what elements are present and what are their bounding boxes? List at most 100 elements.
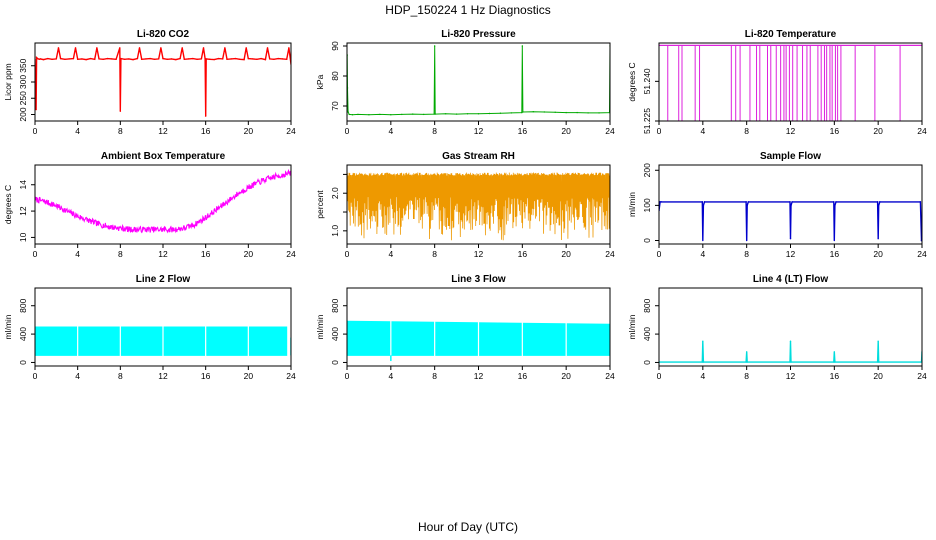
data-point — [522, 111, 524, 113]
x-tick-label: 12 — [474, 371, 484, 381]
data-point — [247, 57, 250, 60]
x-tick-label: 12 — [158, 249, 168, 259]
y-axis-label: ml/min — [627, 192, 637, 217]
panel-li-820-pressure: Li-820 Pressure kPa 0 4 8 12 16 20 24 70 80 90 — [315, 29, 615, 136]
data-point — [521, 45, 524, 47]
data-point — [390, 114, 392, 116]
panel-title: Gas Stream RH — [442, 151, 515, 162]
data-point — [39, 58, 42, 60]
y-tick-label: 800 — [642, 298, 652, 312]
data-point — [102, 58, 104, 60]
x-tick-label: 8 — [118, 249, 123, 259]
y-tick-label: 51.225 — [642, 108, 652, 134]
data-point — [204, 57, 206, 60]
y-tick-label: 14 — [18, 180, 28, 190]
x-tick-label: 12 — [158, 371, 168, 381]
x-tick-label: 16 — [518, 371, 528, 381]
data-point — [878, 361, 880, 363]
panel-title: Line 3 Flow — [451, 274, 506, 285]
series-line — [659, 341, 922, 363]
data-point — [266, 47, 269, 49]
data-point — [181, 47, 183, 49]
data-point — [745, 201, 747, 203]
data-point — [789, 340, 792, 342]
x-tick-label: 24 — [917, 249, 927, 259]
data-point — [213, 58, 215, 61]
data-point — [701, 361, 703, 363]
data-point — [834, 361, 836, 363]
data-point — [170, 58, 173, 60]
figure-x-axis-label: Hour of Day (UTC) — [418, 520, 518, 534]
flow-band — [35, 326, 288, 356]
data-point — [444, 113, 447, 115]
x-tick-label: 20 — [561, 126, 571, 136]
data-point — [47, 57, 49, 60]
data-point — [477, 113, 480, 115]
panel-title: Sample Flow — [760, 151, 821, 162]
data-point — [72, 57, 75, 60]
series-layer — [347, 172, 610, 241]
data-point — [123, 58, 126, 60]
data-point — [179, 57, 181, 60]
data-point — [877, 340, 879, 342]
data-point — [565, 111, 567, 114]
data-point — [51, 58, 53, 60]
x-tick-label: 8 — [118, 371, 123, 381]
data-point — [423, 113, 425, 116]
panel-title: Line 4 (LT) Flow — [753, 274, 829, 285]
y-tick-label: 400 — [18, 327, 28, 341]
x-tick-label: 0 — [657, 249, 662, 259]
data-point — [140, 58, 143, 60]
x-tick-label: 24 — [605, 249, 615, 259]
x-tick-label: 12 — [786, 126, 796, 136]
data-point — [209, 58, 211, 60]
data-point — [288, 47, 290, 49]
data-point — [660, 201, 662, 203]
data-point — [745, 351, 748, 353]
data-point — [701, 201, 703, 203]
panel-title: Ambient Box Temperature — [101, 151, 226, 162]
data-point — [64, 58, 66, 60]
plot-frame — [346, 42, 611, 122]
data-point — [834, 204, 836, 207]
x-tick-label: 20 — [873, 371, 883, 381]
data-point — [85, 58, 87, 61]
data-point — [98, 58, 100, 60]
y-tick-label: 200 — [642, 163, 652, 177]
panel-line-3-flow: Line 3 Flow ml/min 0 4 8 12 16 20 24 0 400 800 — [315, 274, 615, 381]
data-point — [68, 58, 70, 60]
x-tick-label: 8 — [432, 371, 437, 381]
data-point — [433, 113, 435, 115]
x-tick-label: 0 — [33, 126, 38, 136]
data-point — [521, 111, 523, 114]
x-tick-label: 8 — [118, 126, 123, 136]
x-tick-label: 24 — [605, 371, 615, 381]
data-point — [111, 58, 113, 60]
x-tick-label: 24 — [605, 126, 615, 136]
x-tick-label: 8 — [744, 371, 749, 381]
data-point — [256, 58, 258, 60]
data-point — [510, 112, 513, 114]
data-point — [876, 361, 879, 363]
data-point — [59, 57, 62, 60]
data-point — [401, 113, 403, 116]
data-point — [153, 58, 156, 60]
data-point — [499, 112, 502, 114]
data-point — [200, 58, 203, 60]
panel-title: Li-820 Temperature — [745, 29, 837, 40]
panel-line-4-lt-flow: Line 4 (LT) Flow ml/min 0 4 8 12 16 20 24 0 400 800 — [627, 274, 927, 381]
data-point — [183, 58, 186, 60]
x-tick-label: 0 — [345, 126, 350, 136]
data-point — [789, 238, 792, 240]
y-tick-label: 1.0 — [330, 225, 340, 237]
data-point — [55, 58, 58, 60]
data-point — [119, 110, 122, 112]
data-point — [264, 58, 267, 61]
data-point — [747, 201, 750, 203]
x-tick-label: 0 — [657, 371, 662, 381]
y-axis-label: Licor ppm — [3, 63, 13, 100]
data-point — [791, 201, 793, 203]
x-tick-label: 12 — [786, 249, 796, 259]
y-tick-label: 100 — [642, 198, 652, 212]
y-tick-label: 80 — [330, 71, 340, 81]
